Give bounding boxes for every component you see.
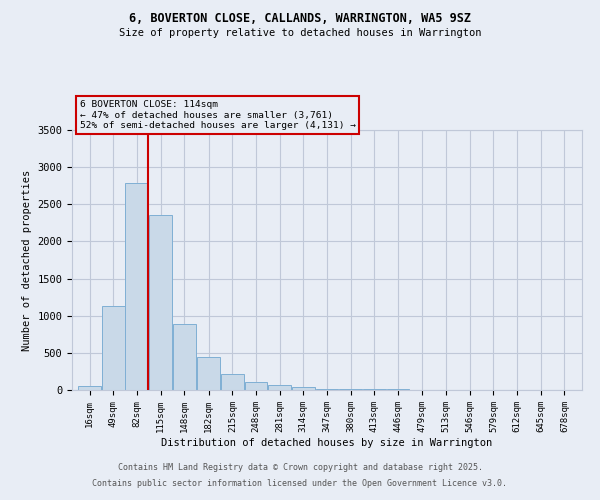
Bar	[292, 387, 315, 390]
Bar	[197, 356, 220, 390]
Bar	[245, 382, 268, 390]
Text: Contains public sector information licensed under the Open Government Licence v3: Contains public sector information licen…	[92, 478, 508, 488]
Text: 6 BOVERTON CLOSE: 114sqm
← 47% of detached houses are smaller (3,761)
52% of sem: 6 BOVERTON CLOSE: 114sqm ← 47% of detach…	[80, 100, 356, 130]
Bar	[268, 385, 291, 390]
Y-axis label: Number of detached properties: Number of detached properties	[22, 170, 32, 350]
Text: Size of property relative to detached houses in Warrington: Size of property relative to detached ho…	[119, 28, 481, 38]
Text: 6, BOVERTON CLOSE, CALLANDS, WARRINGTON, WA5 9SZ: 6, BOVERTON CLOSE, CALLANDS, WARRINGTON,…	[129, 12, 471, 26]
X-axis label: Distribution of detached houses by size in Warrington: Distribution of detached houses by size …	[161, 438, 493, 448]
Bar	[78, 386, 101, 390]
Bar	[221, 374, 244, 390]
Bar	[125, 184, 148, 390]
Bar	[149, 216, 172, 390]
Bar	[102, 306, 125, 390]
Bar	[339, 388, 362, 390]
Text: Contains HM Land Registry data © Crown copyright and database right 2025.: Contains HM Land Registry data © Crown c…	[118, 464, 482, 472]
Bar	[173, 324, 196, 390]
Bar	[316, 388, 338, 390]
